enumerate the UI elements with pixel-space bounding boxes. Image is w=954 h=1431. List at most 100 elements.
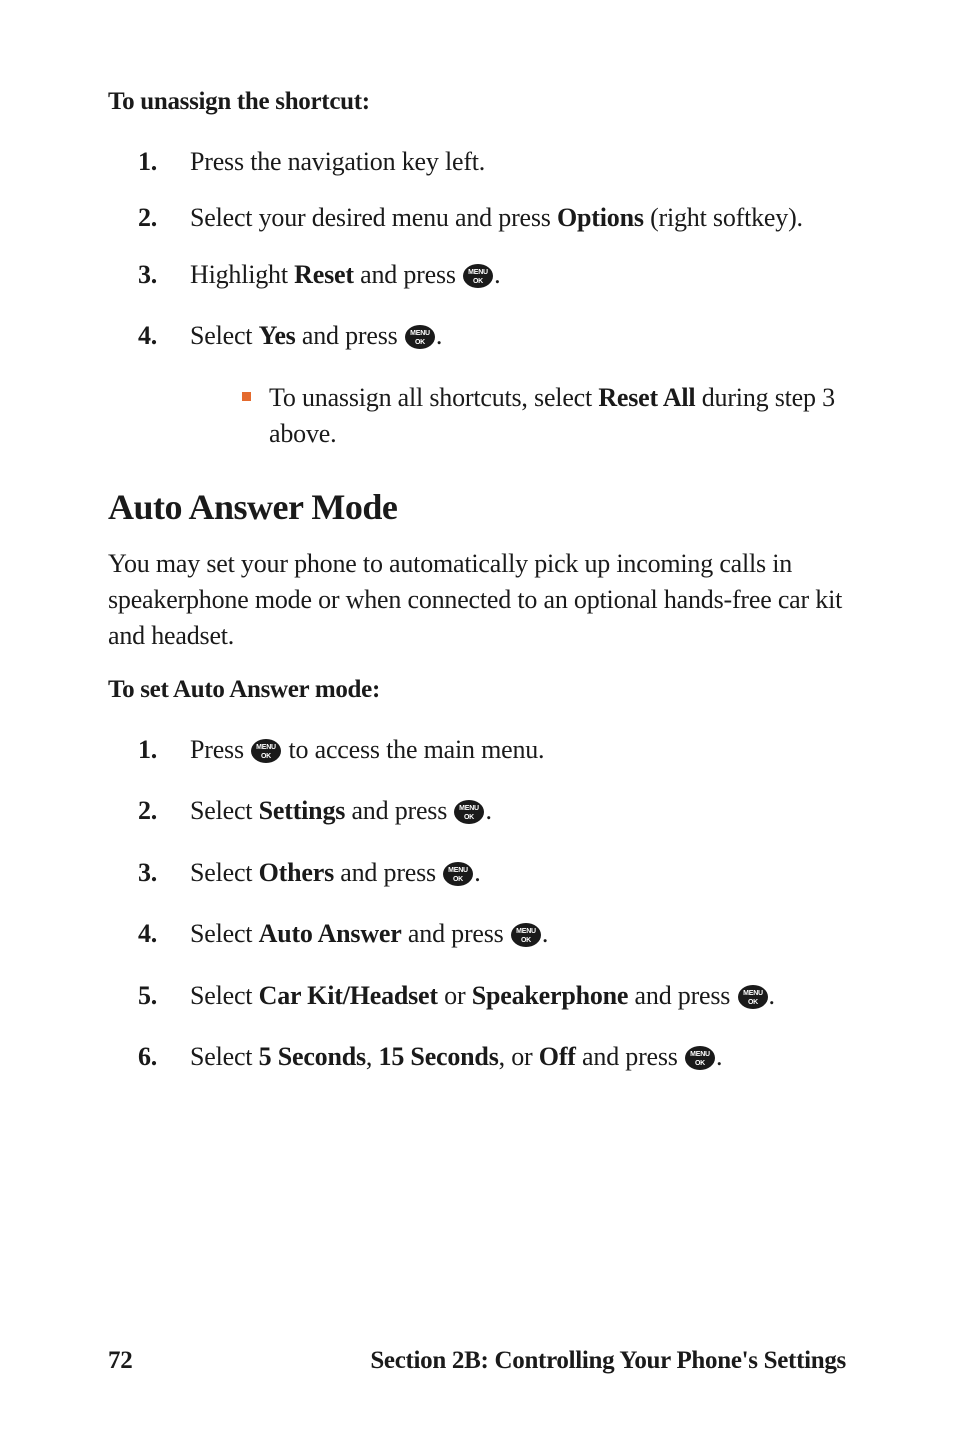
step-number: 1.	[138, 732, 190, 768]
step-text: Select	[190, 796, 259, 825]
svg-text:OK: OK	[415, 339, 425, 346]
step-text: Highlight	[190, 260, 294, 289]
step-number: 2.	[138, 793, 190, 829]
auto-answer-paragraph: You may set your phone to automatically …	[108, 546, 846, 654]
unassign-steps: 1. Press the navigation key left. 2. Sel…	[108, 144, 846, 452]
step-bold: Reset	[294, 260, 354, 289]
auto-answer-steps: 1. Press MENU OK to access the main menu…	[108, 732, 846, 1080]
svg-text:MENU: MENU	[468, 269, 488, 276]
page-footer: 72 Section 2B: Controlling Your Phone's …	[108, 1347, 846, 1375]
list-item: 4. Select Yes and press MENU OK . To una…	[138, 318, 846, 452]
step-text: Select	[190, 981, 259, 1010]
step-number: 6.	[138, 1039, 190, 1075]
step-text: .	[474, 858, 480, 887]
svg-text:MENU: MENU	[256, 744, 276, 751]
unassign-intro: To unassign the shortcut:	[108, 88, 846, 116]
menu-ok-icon: MENU OK	[511, 921, 541, 957]
step-number: 3.	[138, 855, 190, 891]
svg-text:OK: OK	[453, 876, 463, 883]
step-text: and press	[628, 981, 736, 1010]
step-body: Select Car Kit/Headset or Speakerphone a…	[190, 978, 846, 1019]
list-item: 3. Highlight Reset and press MENU OK .	[138, 257, 846, 298]
step-text: Press	[190, 735, 250, 764]
step-number: 4.	[138, 318, 190, 354]
step-body: Highlight Reset and press MENU OK .	[190, 257, 846, 298]
menu-ok-icon: MENU OK	[463, 262, 493, 298]
menu-ok-icon: MENU OK	[405, 323, 435, 359]
step-number: 5.	[138, 978, 190, 1014]
sub-list: To unassign all shortcuts, select Reset …	[190, 380, 846, 453]
list-item: 6. Select 5 Seconds, 15 Seconds, or Off …	[138, 1039, 846, 1080]
step-number: 4.	[138, 916, 190, 952]
step-text: and press	[345, 796, 453, 825]
step-bold: Auto Answer	[259, 919, 402, 948]
step-text: Select	[190, 321, 259, 350]
step-text: .	[436, 321, 442, 350]
step-text: .	[485, 796, 491, 825]
step-text: and press	[402, 919, 510, 948]
list-item: 3. Select Others and press MENU OK .	[138, 855, 846, 896]
step-text: ,	[366, 1042, 379, 1071]
step-body: Select Others and press MENU OK .	[190, 855, 846, 896]
menu-ok-icon: MENU OK	[443, 860, 473, 896]
list-item: 5. Select Car Kit/Headset or Speakerphon…	[138, 978, 846, 1019]
step-text: Press the navigation key left.	[190, 147, 485, 176]
step-text: and press	[334, 858, 442, 887]
svg-text:OK: OK	[521, 937, 531, 944]
step-number: 2.	[138, 200, 190, 236]
step-text: Select	[190, 919, 259, 948]
page-number: 72	[108, 1347, 132, 1375]
svg-text:OK: OK	[464, 814, 474, 821]
list-item: 1. Press the navigation key left.	[138, 144, 846, 180]
step-body: Select Settings and press MENU OK .	[190, 793, 846, 834]
step-number: 3.	[138, 257, 190, 293]
list-item: 4. Select Auto Answer and press MENU OK …	[138, 916, 846, 957]
step-text: .	[494, 260, 500, 289]
svg-text:MENU: MENU	[448, 867, 468, 874]
menu-ok-icon: MENU OK	[251, 737, 281, 773]
step-body: Press the navigation key left.	[190, 144, 846, 180]
step-bold: Settings	[259, 796, 346, 825]
step-bold: Others	[259, 858, 334, 887]
list-item: 2. Select your desired menu and press Op…	[138, 200, 846, 236]
svg-text:OK: OK	[261, 753, 271, 760]
step-body: Select Yes and press MENU OK . To unassi…	[190, 318, 846, 452]
step-body: Select Auto Answer and press MENU OK .	[190, 916, 846, 957]
sub-list-item: To unassign all shortcuts, select Reset …	[242, 380, 846, 453]
step-bold: Speakerphone	[472, 981, 629, 1010]
menu-ok-icon: MENU OK	[738, 983, 768, 1019]
svg-text:MENU: MENU	[743, 990, 763, 997]
step-body: Select your desired menu and press Optio…	[190, 200, 846, 236]
svg-text:OK: OK	[473, 278, 483, 285]
step-bold: Yes	[259, 321, 296, 350]
step-bold: Car Kit/Headset	[259, 981, 438, 1010]
step-text: and press	[296, 321, 404, 350]
step-text: Select your desired menu and press	[190, 203, 557, 232]
section-label: Section 2B: Controlling Your Phone's Set…	[370, 1347, 846, 1375]
menu-ok-icon: MENU OK	[685, 1044, 715, 1080]
menu-ok-icon: MENU OK	[454, 798, 484, 834]
step-text: to access the main menu.	[282, 735, 544, 764]
svg-text:OK: OK	[747, 999, 757, 1006]
step-text: and press	[354, 260, 462, 289]
step-text: .	[716, 1042, 722, 1071]
sub-body: To unassign all shortcuts, select Reset …	[269, 380, 846, 453]
svg-text:MENU: MENU	[516, 928, 536, 935]
svg-text:OK: OK	[695, 1060, 705, 1067]
step-text: and press	[576, 1042, 684, 1071]
step-bold: Off	[539, 1042, 576, 1071]
step-text: , or	[499, 1042, 539, 1071]
list-item: 1. Press MENU OK to access the main menu…	[138, 732, 846, 773]
auto-answer-intro: To set Auto Answer mode:	[108, 676, 846, 704]
step-text: (right softkey).	[644, 203, 803, 232]
auto-answer-heading: Auto Answer Mode	[108, 486, 846, 528]
svg-text:MENU: MENU	[460, 805, 480, 812]
step-bold: 15 Seconds	[379, 1042, 499, 1071]
sub-text: To unassign all shortcuts, select	[269, 383, 598, 412]
step-bold: 5 Seconds	[259, 1042, 366, 1071]
step-text: .	[769, 981, 775, 1010]
svg-text:MENU: MENU	[690, 1051, 710, 1058]
step-text: Select	[190, 1042, 259, 1071]
step-body: Press MENU OK to access the main menu.	[190, 732, 846, 773]
step-bold: Options	[557, 203, 644, 232]
